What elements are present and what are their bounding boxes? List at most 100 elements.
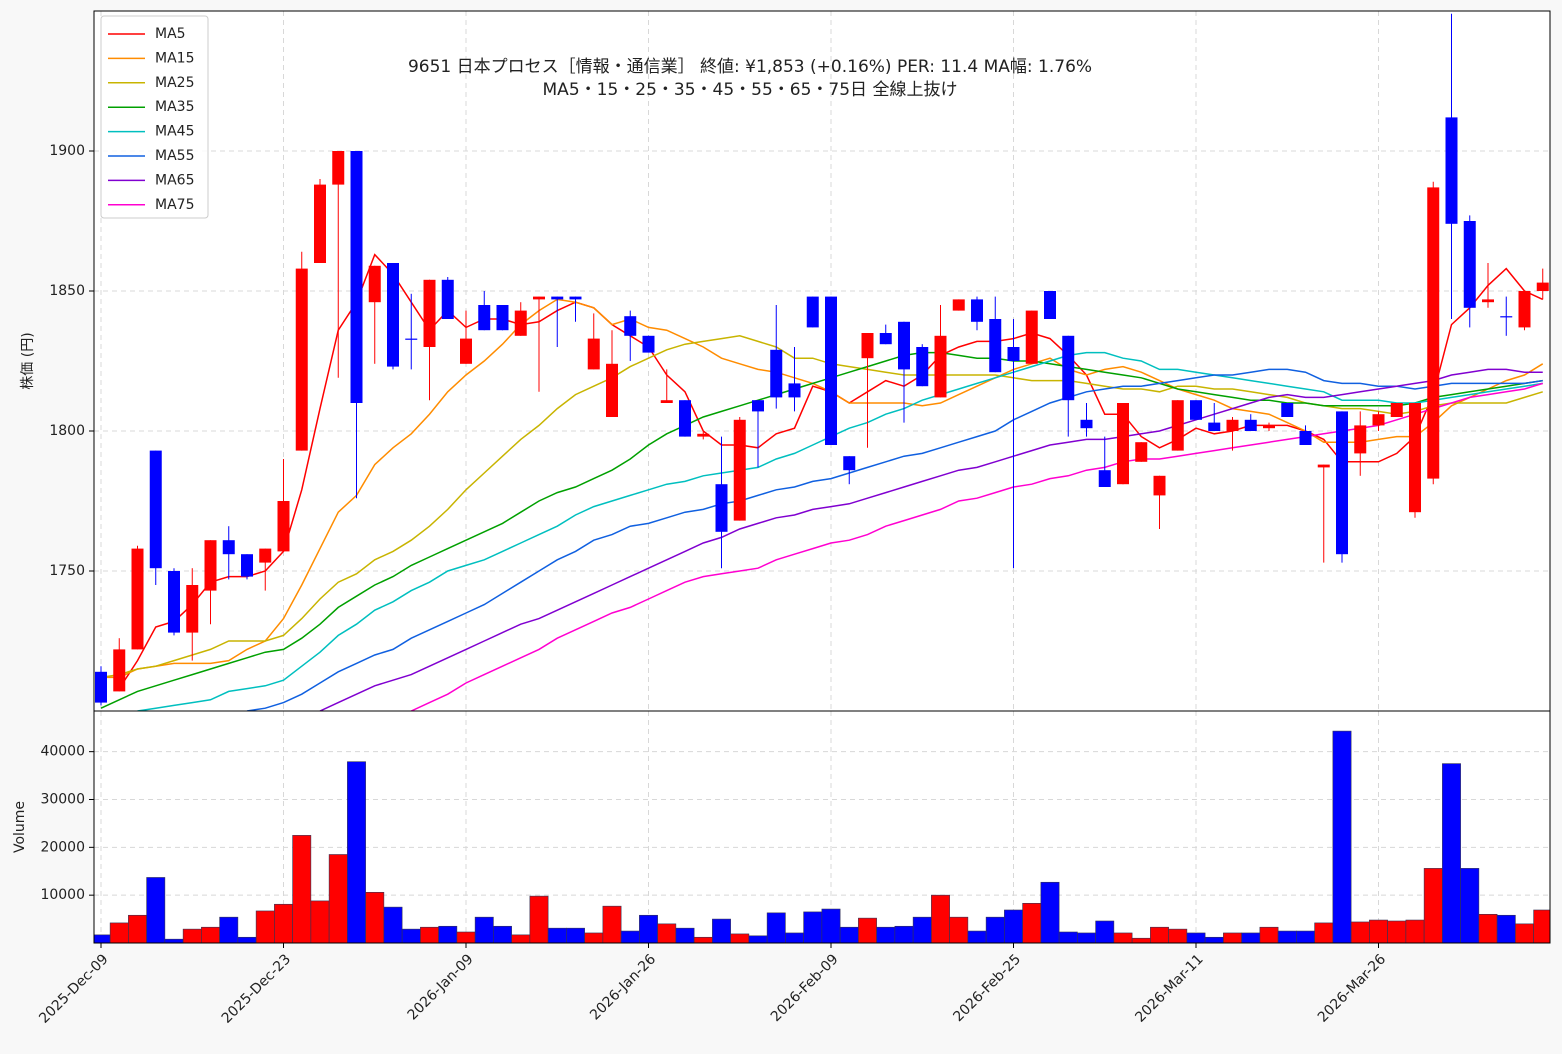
volume-bar — [1296, 930, 1315, 943]
ma-line — [246, 368, 1543, 711]
volume-bar — [693, 936, 713, 943]
volume-bar — [1314, 922, 1334, 943]
volume-bar — [146, 877, 166, 943]
candle-body — [1409, 403, 1421, 513]
candle-body — [277, 501, 290, 552]
volume-bar — [164, 938, 184, 943]
candle-body — [423, 279, 436, 347]
volume-bar — [949, 916, 969, 943]
volume-bar — [420, 926, 439, 943]
volume-bar — [821, 908, 841, 943]
volume-bar — [1150, 926, 1169, 943]
candle-body — [606, 363, 618, 417]
volume-bar — [858, 917, 877, 943]
volume-bar — [912, 916, 932, 943]
volume-bar — [383, 906, 403, 943]
legend-label: MA65 — [155, 172, 194, 188]
candle-body — [1500, 316, 1513, 318]
candle-body — [1226, 419, 1239, 431]
candle-body — [825, 296, 837, 445]
volume-bar — [1423, 868, 1443, 943]
volume-bar — [1387, 920, 1407, 943]
legend-label: MA35 — [155, 99, 194, 115]
volume-bar — [292, 835, 312, 943]
ma-line — [137, 351, 1543, 711]
x-tick-label: 2026-Mar-26 — [1315, 951, 1389, 1025]
volume-bar — [201, 926, 220, 943]
volume-bar — [547, 927, 567, 943]
legend-label: MA75 — [155, 197, 194, 213]
candle-body — [168, 571, 180, 633]
candle-body — [788, 383, 801, 398]
y-tick-label: 10000 — [40, 887, 85, 903]
y-tick-label: 20000 — [40, 839, 85, 855]
volume-bar — [1332, 730, 1352, 943]
candle-body — [295, 268, 308, 451]
volume-bar — [274, 903, 293, 943]
volume-bar — [584, 932, 604, 943]
volume-bar — [967, 930, 987, 943]
volume-bar — [1186, 932, 1206, 943]
candle-body — [1117, 403, 1129, 485]
x-tick-label: 2026-Jan-26 — [587, 951, 659, 1023]
candle-body — [770, 349, 783, 398]
volume-frame — [93, 710, 1551, 944]
volume-bar — [1077, 932, 1096, 943]
candle-body — [679, 400, 691, 437]
volume-bar — [474, 916, 494, 943]
volume-bar — [748, 935, 768, 943]
volume-bar — [438, 925, 458, 943]
volume-bar — [1442, 763, 1461, 943]
volume-bar — [365, 891, 385, 943]
candle-body — [368, 265, 381, 303]
candle-body — [1299, 431, 1312, 445]
y-tick-label: 1750 — [49, 563, 85, 579]
volume-bar — [347, 761, 366, 943]
volume-bar — [1022, 902, 1042, 943]
y-tick-label: 1900 — [49, 143, 85, 159]
volume-bar — [328, 854, 348, 943]
candle-body — [1390, 403, 1403, 417]
candle-body — [1080, 419, 1093, 429]
candle-body — [314, 184, 326, 263]
volume-bar — [1405, 919, 1425, 943]
grid-layer — [94, 11, 1550, 943]
volume-bar — [310, 900, 330, 943]
candle-body — [569, 296, 582, 300]
volume-bar — [839, 926, 859, 943]
candle-body — [387, 263, 399, 367]
candle-body — [934, 335, 947, 398]
candle-body — [1062, 335, 1075, 401]
volume-bar — [803, 911, 823, 943]
candle-body — [496, 305, 509, 331]
candle-body — [733, 419, 746, 521]
volume-bar — [1369, 919, 1388, 943]
candle-body — [879, 333, 892, 345]
y-tick-label: 30000 — [40, 791, 85, 807]
volume-bar — [785, 932, 804, 943]
volume-bar — [511, 934, 531, 943]
volume-bar — [1259, 926, 1279, 943]
candle-body — [1463, 221, 1476, 308]
volume-axis-label: Volume — [12, 801, 28, 853]
ma-line — [100, 351, 1543, 709]
volume-bar — [1058, 931, 1078, 943]
candle-body — [898, 321, 910, 370]
ma-line — [100, 335, 1543, 679]
candle-body — [989, 319, 1002, 373]
volume-bar — [1241, 932, 1261, 943]
candle-body — [259, 548, 272, 563]
volume-bar — [894, 925, 914, 943]
candle-body — [186, 585, 199, 633]
volume-bar — [109, 922, 129, 943]
volume-bar — [1478, 913, 1498, 943]
y-axis-label: 株価 (円) — [20, 332, 36, 389]
legend: MA5 MA15 MA25 MA35 MA45 MA55 MA65 MA75 — [100, 15, 209, 219]
candle-body — [971, 299, 983, 322]
y-tick-label: 1850 — [49, 283, 85, 299]
candle-body — [806, 296, 819, 328]
candle-body — [952, 299, 965, 311]
candle-body — [1336, 411, 1348, 555]
candle-body — [222, 540, 235, 555]
